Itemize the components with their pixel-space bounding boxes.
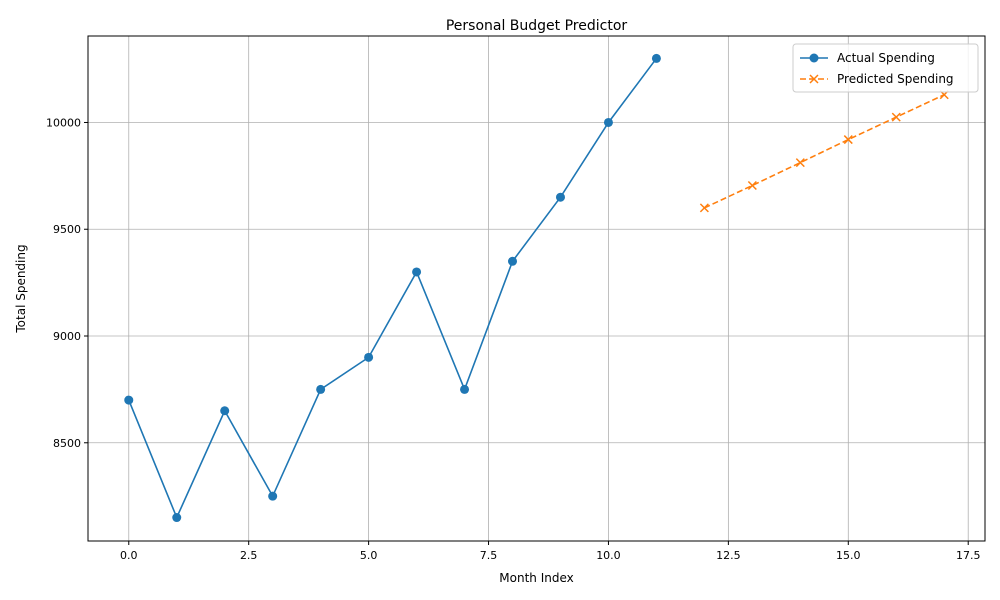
y-tick-label: 9500 xyxy=(53,223,81,236)
y-tick-label: 9000 xyxy=(53,330,81,343)
actual-spending-point xyxy=(460,384,470,394)
actual-spending-point xyxy=(555,192,565,202)
y-tick-label: 10000 xyxy=(46,116,81,129)
x-tick-label: 5.0 xyxy=(360,549,378,562)
legend-label: Actual Spending xyxy=(837,51,935,65)
legend-entry-predicted-spending: Predicted Spending xyxy=(800,72,954,86)
actual-spending-point xyxy=(651,53,661,63)
x-tick-label: 15.0 xyxy=(836,549,861,562)
plot-frame xyxy=(87,35,986,542)
y-axis-label: Total Spending xyxy=(14,244,28,333)
x-axis-ticks: 0.0 2.5 5.0 7.5 10.0 12.5 15.0 17.5 xyxy=(120,541,980,562)
actual-spending-point xyxy=(508,256,518,266)
x-tick-label: 2.5 xyxy=(240,549,258,562)
legend: Actual Spending Predicted Spending xyxy=(792,43,979,93)
actual-spending-point xyxy=(268,491,278,501)
legend-predicted-spending-point xyxy=(809,74,819,84)
actual-spending-point xyxy=(316,384,326,394)
predicted-spending-series xyxy=(699,90,949,213)
predicted-spending-point xyxy=(795,158,805,168)
predicted-spending-point xyxy=(699,203,709,213)
series-layer xyxy=(124,53,949,523)
legend-box xyxy=(792,43,979,93)
x-tick-label: 12.5 xyxy=(716,549,741,562)
actual-spending-series xyxy=(124,53,661,523)
x-axis-label: Month Index xyxy=(499,571,573,585)
y-tick-label: 8500 xyxy=(53,437,81,450)
actual-spending-point xyxy=(603,117,613,127)
legend-actual-spending-point xyxy=(809,53,819,63)
legend-entry-actual-spending: Actual Spending xyxy=(800,51,935,65)
predicted-spending-line xyxy=(704,93,945,209)
predicted-spending-point xyxy=(747,180,757,191)
x-tick-label: 7.5 xyxy=(480,549,498,562)
x-tick-label: 0.0 xyxy=(120,549,138,562)
y-axis-ticks: 8500 9000 9500 10000 xyxy=(46,116,88,450)
actual-spending-point xyxy=(412,267,422,277)
actual-spending-point xyxy=(172,513,182,523)
predicted-spending-point xyxy=(891,112,901,122)
chart-title: Personal Budget Predictor xyxy=(446,18,628,34)
actual-spending-point xyxy=(124,395,134,405)
x-tick-label: 10.0 xyxy=(596,549,621,562)
actual-spending-line xyxy=(128,57,658,520)
legend-label: Predicted Spending xyxy=(837,72,954,86)
predicted-spending-point xyxy=(843,135,853,145)
actual-spending-point xyxy=(220,406,230,416)
x-tick-label: 17.5 xyxy=(956,549,981,562)
grid xyxy=(88,36,985,541)
actual-spending-point xyxy=(364,352,374,362)
